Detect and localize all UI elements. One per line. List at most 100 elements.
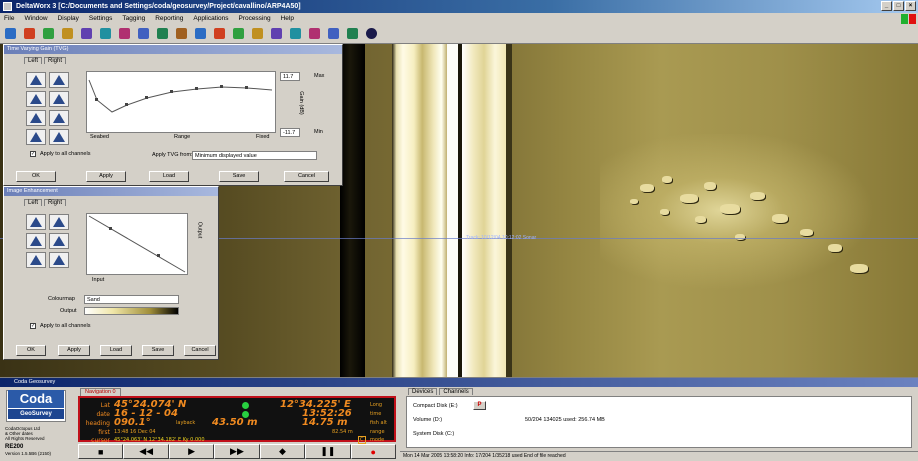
fish-alt-value: 14.75 m <box>302 417 348 428</box>
menu-item-file[interactable]: File <box>4 15 15 22</box>
menu-item-settings[interactable]: Settings <box>88 15 113 22</box>
enh-tool-button[interactable] <box>49 214 69 230</box>
tvg-tool-button[interactable] <box>49 110 69 126</box>
toolbar-button-19[interactable] <box>345 26 360 41</box>
colourmap-select[interactable]: Sand <box>84 295 179 304</box>
toolbar-button-8[interactable] <box>136 26 151 41</box>
menu-item-applications[interactable]: Applications <box>193 15 229 22</box>
enh-load-button[interactable]: Load <box>100 345 132 356</box>
cursor-label: cursor <box>91 437 110 444</box>
play-button[interactable]: ▶ <box>168 444 215 459</box>
toolbar-button-9[interactable] <box>155 26 170 41</box>
gain-max-field[interactable]: 11.7 <box>280 72 300 81</box>
record-button[interactable]: ● <box>350 444 396 459</box>
tvg-tool-button[interactable] <box>26 110 46 126</box>
toolbar-button-18[interactable] <box>326 26 341 41</box>
tool-icon <box>138 28 149 39</box>
tool-icon <box>157 28 168 39</box>
bidirectional-button[interactable]: ◆ <box>259 444 306 459</box>
toolbar-button-16[interactable] <box>288 26 303 41</box>
volume-info: 50/204 134025 used: 256.74 MB <box>525 417 605 423</box>
minimize-button[interactable]: _ <box>881 1 892 11</box>
toolbar-button-5[interactable] <box>79 26 94 41</box>
toolbar-button-2[interactable] <box>22 26 37 41</box>
rock <box>772 214 788 223</box>
tool-icon <box>81 28 92 39</box>
fast-forward-button[interactable]: ▶▶ <box>214 444 260 459</box>
enh-tool-button[interactable] <box>49 233 69 249</box>
tvg-tool-button[interactable] <box>49 129 69 145</box>
fix-status-icon <box>242 411 249 418</box>
tvg-tool-button[interactable] <box>26 72 46 88</box>
rock <box>735 234 745 240</box>
tvg-cancel-button[interactable]: Cancel <box>284 171 329 182</box>
stop-button[interactable]: ■ <box>78 444 124 459</box>
toolbar-button-7[interactable] <box>117 26 132 41</box>
toolbar-button-14[interactable] <box>250 26 265 41</box>
enh-tool-button[interactable] <box>49 252 69 268</box>
toolbar-button-10[interactable] <box>174 26 189 41</box>
tvg-tool-button[interactable] <box>49 72 69 88</box>
toolbar-button-11[interactable] <box>193 26 208 41</box>
enh-tool-button[interactable] <box>26 233 46 249</box>
menu-item-window[interactable]: Window <box>24 15 48 22</box>
tvg-apply-button[interactable]: Apply <box>86 171 126 182</box>
apply-all-checkbox[interactable]: ✓ <box>30 151 36 157</box>
tool-icon <box>100 28 111 39</box>
enh-apply-all-checkbox[interactable]: ✓ <box>30 323 36 329</box>
toolbar-button-15[interactable] <box>269 26 284 41</box>
tab-right[interactable]: Right <box>44 57 67 64</box>
apply-from-select[interactable]: Minimum displayed value <box>192 151 317 160</box>
tab-right[interactable]: Right <box>44 199 67 206</box>
mode-icon[interactable]: C <box>358 436 366 444</box>
window-controls: _ □ × <box>881 1 916 11</box>
colourmap-label: Colourmap <box>48 296 75 302</box>
toolbar-button-13[interactable] <box>231 26 246 41</box>
layback-value: 43.50 m <box>212 417 258 428</box>
tvg-dialog: Time Varying Gain (TVG) Left Right <box>3 44 343 186</box>
toolbar-button-6[interactable] <box>98 26 113 41</box>
toolbar-button-3[interactable] <box>41 26 56 41</box>
tvg-save-button[interactable]: Save <box>219 171 259 182</box>
tvg-tabs: Left Right <box>4 54 342 64</box>
tab-left[interactable]: Left <box>24 199 43 206</box>
rock <box>850 264 868 273</box>
toolbar-button-4[interactable] <box>60 26 75 41</box>
tvg-tool-button[interactable] <box>26 129 46 145</box>
toolbar-button-12[interactable] <box>212 26 227 41</box>
tvg-tool-button[interactable] <box>26 91 46 107</box>
menu-item-tagging[interactable]: Tagging <box>122 15 146 22</box>
menu-item-help[interactable]: Help <box>280 15 294 22</box>
enh-ok-button[interactable]: OK <box>16 345 46 356</box>
help-icon[interactable] <box>364 26 379 41</box>
rock <box>695 216 706 223</box>
enh-tool-button[interactable] <box>26 214 46 230</box>
tvg-load-button[interactable]: Load <box>149 171 189 182</box>
rewind-button[interactable]: ◀◀ <box>123 444 169 459</box>
tab-left[interactable]: Left <box>24 57 43 64</box>
tvg-curve-graph[interactable] <box>86 71 276 133</box>
tvg-x-end: Fixed <box>256 134 270 140</box>
enh-cancel-button[interactable]: Cancel <box>184 345 216 356</box>
enh-save-button[interactable]: Save <box>142 345 174 356</box>
toolbar-button-17[interactable] <box>307 26 322 41</box>
tvg-tool-button[interactable] <box>49 91 69 107</box>
tab-devices[interactable]: Devices <box>408 388 438 395</box>
tab-channels[interactable]: Channels <box>439 388 473 395</box>
enh-apply-button[interactable]: Apply <box>58 345 90 356</box>
gain-min-field[interactable]: -11.7 <box>280 128 300 137</box>
close-button[interactable]: × <box>905 1 916 11</box>
tab-navigation[interactable]: Navigation 0 <box>80 388 121 396</box>
maximize-button[interactable]: □ <box>893 1 904 11</box>
eject-button[interactable]: P <box>473 401 486 410</box>
menu-item-processing[interactable]: Processing <box>238 15 271 22</box>
enh-tool-button[interactable] <box>26 252 46 268</box>
menu-item-reporting[interactable]: Reporting <box>155 15 184 22</box>
tvg-ok-button[interactable]: OK <box>16 171 56 182</box>
pause-button[interactable]: ❚❚ <box>305 444 351 459</box>
menu-item-display[interactable]: Display <box>57 15 79 22</box>
toolbar-button-1[interactable] <box>3 26 18 41</box>
enh-curve-graph[interactable] <box>86 213 188 275</box>
tool-icon <box>328 28 339 39</box>
